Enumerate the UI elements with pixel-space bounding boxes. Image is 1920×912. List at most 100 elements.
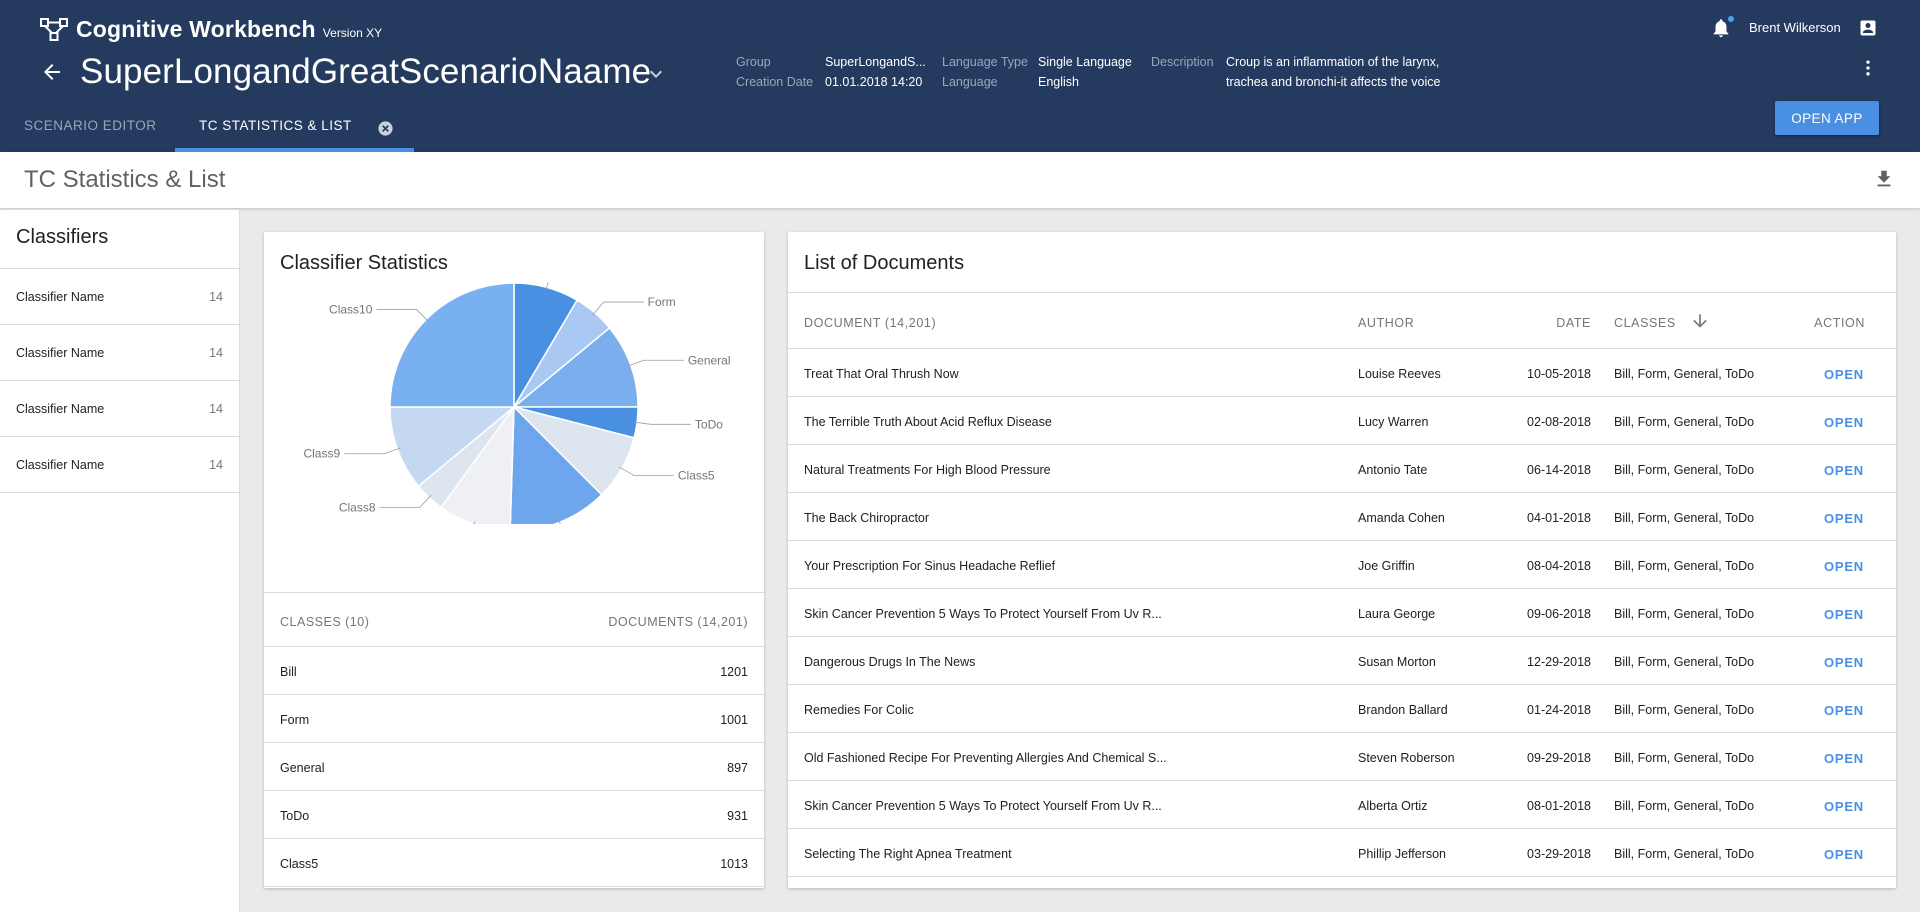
documents-card-title: List of Documents xyxy=(804,252,965,274)
documents-card: List of Documents DOCUMENT (14,201) AUTH… xyxy=(788,232,1896,888)
pie-leader-line xyxy=(379,494,432,508)
open-document-button[interactable]: OPEN xyxy=(1823,463,1864,478)
creation-date-value: 01.01.2018 14:20 xyxy=(825,75,923,89)
document-author: Lucy Warren xyxy=(1358,415,1429,429)
classifier-count: 14 xyxy=(209,458,223,472)
pie-leader-line xyxy=(545,282,549,291)
document-classes: Bill, Form, General, ToDo xyxy=(1614,751,1755,765)
classifier-item[interactable]: Classifier Name 14 xyxy=(0,325,240,381)
pie-label: ToDo xyxy=(695,417,723,431)
document-classes: Bill, Form, General, ToDo xyxy=(1614,847,1755,861)
pie-leader-line xyxy=(344,447,401,455)
class-count: 1201 xyxy=(720,665,748,679)
class-count: 897 xyxy=(727,761,748,775)
table-row[interactable]: The Back Chiropractor Amanda Cohen 04-01-2… xyxy=(788,493,1896,541)
group-value: SuperLongandS... xyxy=(825,55,926,69)
class-count: 1013 xyxy=(720,857,748,871)
meta-values-col1: SuperLongandS... 01.01.2018 14:20 xyxy=(825,52,927,92)
more-vert-icon[interactable] xyxy=(1858,58,1878,78)
back-arrow-icon[interactable] xyxy=(40,60,64,84)
table-row[interactable]: Your Prescription For Sinus Headache Ref… xyxy=(788,541,1896,589)
open-document-button[interactable]: OPEN xyxy=(1823,655,1864,670)
document-author: Alberta Ortiz xyxy=(1358,799,1428,813)
classifier-item[interactable]: Classifier Name 14 xyxy=(0,381,240,437)
document-date: 06-14-2018 xyxy=(1527,463,1591,477)
tab-scenario-editor[interactable]: SCENARIO EDITOR xyxy=(24,118,157,133)
open-document-button[interactable]: OPEN xyxy=(1823,367,1864,382)
open-document-button[interactable]: OPEN xyxy=(1823,559,1864,574)
document-classes: Bill, Form, General, ToDo xyxy=(1614,415,1755,429)
open-document-button[interactable]: OPEN xyxy=(1823,511,1864,526)
table-row[interactable]: Dangerous Drugs In The News Susan Morton 1… xyxy=(788,637,1896,685)
meta-labels-col3: Description xyxy=(1151,52,1214,72)
document-title: Skin Cancer Prevention 5 Ways To Protect… xyxy=(804,607,1162,621)
sort-arrow-down-icon[interactable] xyxy=(1690,311,1710,331)
class-name: Bill xyxy=(280,665,297,679)
classes-table-header: CLASSES (10) DOCUMENTS (14,201) xyxy=(264,593,764,647)
document-classes: Bill, Form, General, ToDo xyxy=(1614,703,1755,717)
class-count: 1001 xyxy=(720,713,748,727)
classifier-item[interactable]: Classifier Name 14 xyxy=(0,437,240,493)
language-value: English xyxy=(1038,75,1079,89)
close-circle-icon[interactable] xyxy=(377,120,394,137)
open-document-button[interactable]: OPEN xyxy=(1823,847,1864,862)
classifier-item[interactable]: Classifier Name 14 xyxy=(0,269,240,325)
table-row[interactable]: Skin Cancer Prevention 5 Ways To Protect… xyxy=(788,589,1896,637)
classifier-name: Classifier Name xyxy=(16,290,105,304)
open-app-button[interactable]: OPEN APP xyxy=(1775,101,1879,135)
pie-slice-class10 xyxy=(389,282,515,408)
classes-table: CLASSES (10) DOCUMENTS (14,201) Bill 120… xyxy=(264,592,764,887)
table-row[interactable]: Natural Treatments For High Blood Pressu… xyxy=(788,445,1896,493)
document-title: Your Prescription For Sinus Headache Ref… xyxy=(804,559,1056,573)
documents-table: DOCUMENT (14,201) AUTHOR DATE CLASSES AC… xyxy=(788,292,1896,877)
open-document-button[interactable]: OPEN xyxy=(1823,751,1864,766)
classes-column-header[interactable]: CLASSES xyxy=(1614,316,1676,330)
classifier-list: Classifier Name 14 Classifier Name 14 Cl… xyxy=(0,268,240,493)
active-tab-indicator xyxy=(175,148,414,152)
account-box-icon[interactable] xyxy=(1858,18,1878,38)
document-date: 01-24-2018 xyxy=(1527,703,1591,717)
notification-bell-icon[interactable] xyxy=(1710,16,1732,40)
pie-leader-line xyxy=(627,359,684,367)
brand-version: Version XY xyxy=(322,25,383,40)
class-name: Class5 xyxy=(280,857,319,871)
table-row[interactable]: Selecting The Right Apnea Treatment Phill… xyxy=(788,829,1896,877)
document-date: 09-06-2018 xyxy=(1527,607,1591,621)
table-row[interactable]: Remedies For Colic Brandon Ballard 01-24-2… xyxy=(788,685,1896,733)
author-column-header[interactable]: AUTHOR xyxy=(1358,316,1415,330)
table-row: Class5 1013 xyxy=(264,839,764,887)
meta-labels-col1: Group Creation Date xyxy=(736,52,813,92)
table-row[interactable]: The Terrible Truth About Acid Reflux Dis… xyxy=(788,397,1896,445)
document-author: Antonio Tate xyxy=(1358,463,1428,477)
open-document-button[interactable]: OPEN xyxy=(1823,703,1864,718)
tab-tc-statistics-label: TC STATISTICS & LIST xyxy=(199,118,352,133)
classifier-name: Classifier Name xyxy=(16,402,105,416)
table-row[interactable]: Treat That Oral Thrush Now Louise Reeves 1… xyxy=(788,349,1896,397)
date-column-header[interactable]: DATE xyxy=(1556,316,1591,330)
document-title: Natural Treatments For High Blood Pressu… xyxy=(804,463,1051,477)
description-value: Croup is an inflammation of the larynx, … xyxy=(1226,55,1441,89)
tab-tc-statistics[interactable]: TC STATISTICS & LIST xyxy=(175,118,414,152)
pie-label: Form xyxy=(648,295,676,309)
document-date: 02-08-2018 xyxy=(1527,415,1591,429)
classes-column-header: CLASSES (10) xyxy=(280,615,370,629)
table-row[interactable]: Old Fashioned Recipe For Preventing Alle… xyxy=(788,733,1896,781)
table-row: Form 1001 xyxy=(264,695,764,743)
document-date: 04-01-2018 xyxy=(1527,511,1591,525)
document-column-header[interactable]: DOCUMENT (14,201) xyxy=(804,316,937,330)
chevron-down-icon[interactable] xyxy=(644,62,668,86)
documents-table-header: DOCUMENT (14,201) AUTHOR DATE CLASSES AC… xyxy=(788,293,1896,349)
action-column-header: ACTION xyxy=(1814,316,1865,330)
scenario-name: SuperLongandGreatScenarioNaame xyxy=(80,52,652,91)
open-document-button[interactable]: OPEN xyxy=(1823,415,1864,430)
download-icon[interactable] xyxy=(1873,168,1895,190)
open-document-button[interactable]: OPEN xyxy=(1823,799,1864,814)
document-title: Selecting The Right Apnea Treatment xyxy=(804,847,1012,861)
document-classes: Bill, Form, General, ToDo xyxy=(1614,367,1755,381)
open-document-button[interactable]: OPEN xyxy=(1823,607,1864,622)
pie-leader-line xyxy=(592,301,644,316)
document-title: Skin Cancer Prevention 5 Ways To Protect… xyxy=(804,799,1162,813)
document-author: Joe Griffin xyxy=(1358,559,1415,573)
table-row[interactable]: Skin Cancer Prevention 5 Ways To Protect… xyxy=(788,781,1896,829)
user-name[interactable]: Brent Wilkerson xyxy=(1749,20,1841,35)
